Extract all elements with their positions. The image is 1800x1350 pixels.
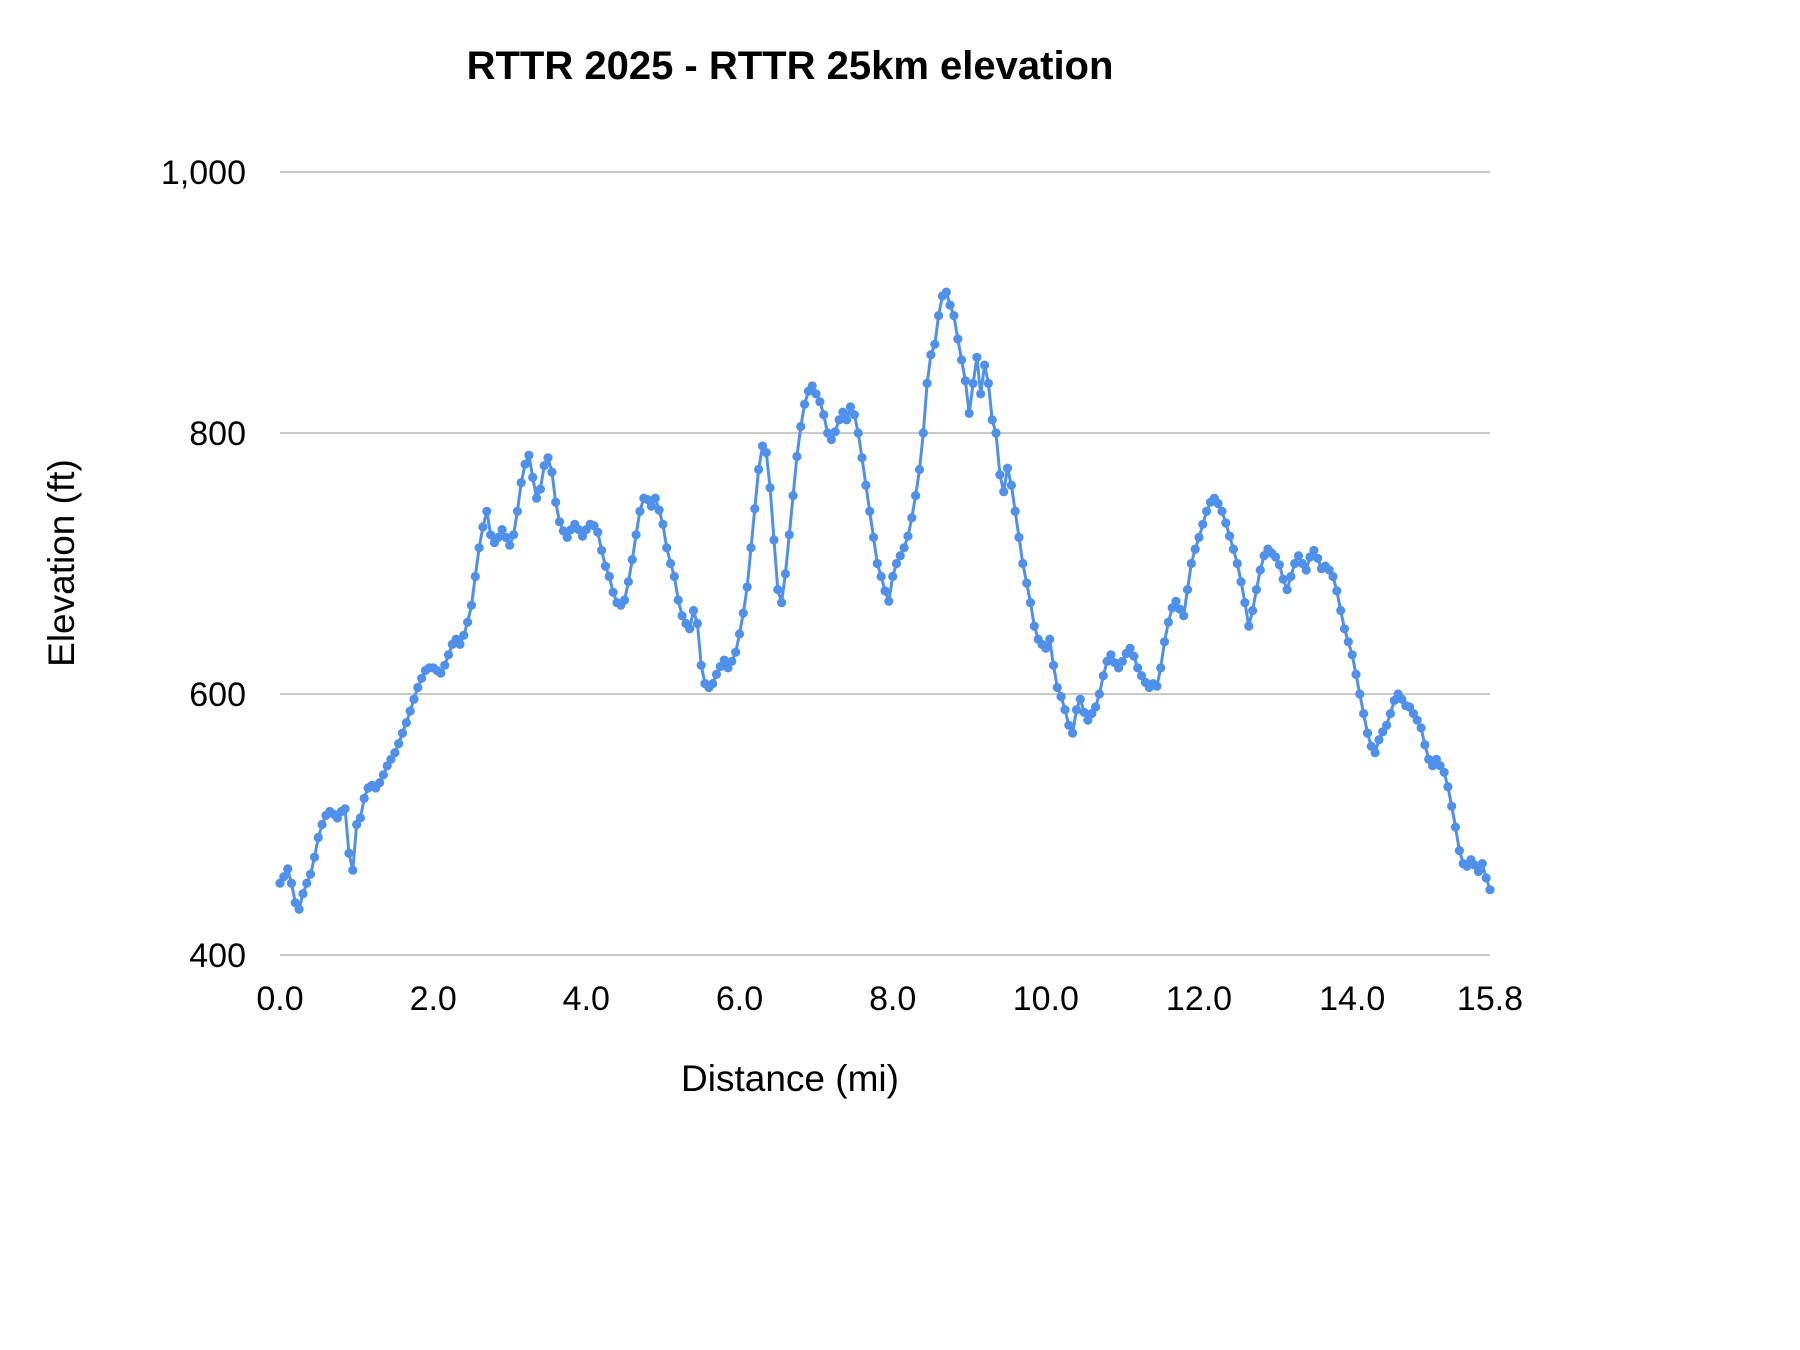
y-tick-label: 400 xyxy=(189,937,246,975)
x-tick-label: 14.0 xyxy=(1319,980,1385,1018)
x-tick-label: 8.0 xyxy=(869,980,916,1018)
y-tick-label: 1,000 xyxy=(161,154,246,192)
x-axis-title: Distance (mi) xyxy=(681,1058,899,1099)
chart-title: RTTR 2025 - RTTR 25km elevation xyxy=(466,44,1114,88)
x-tick-label: 12.0 xyxy=(1166,980,1232,1018)
y-tick-label: 600 xyxy=(189,676,246,714)
x-tick-label: 2.0 xyxy=(410,980,457,1018)
x-tick-label: 15.8 xyxy=(1457,980,1523,1018)
x-tick-label: 10.0 xyxy=(1013,980,1079,1018)
x-tick-label: 6.0 xyxy=(716,980,763,1018)
elevation-series-points xyxy=(275,287,1495,914)
y-tick-label: 800 xyxy=(189,415,246,453)
x-tick-label: 0.0 xyxy=(256,980,303,1018)
x-tick-label: 4.0 xyxy=(563,980,610,1018)
y-axis-title: Elevation (ft) xyxy=(41,459,82,667)
